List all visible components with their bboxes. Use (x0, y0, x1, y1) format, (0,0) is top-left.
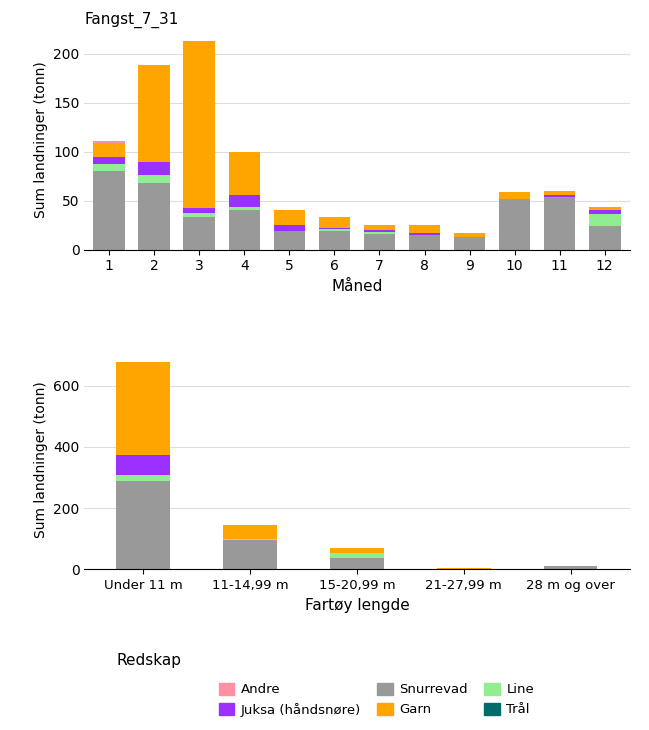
Bar (437, 568, 491, 569)
X-axis label: Måned: Måned (331, 279, 383, 294)
Bar (330, 553, 384, 558)
Bar (274, 210, 305, 225)
Bar (228, 210, 260, 250)
Bar (589, 226, 620, 250)
Bar (184, 41, 215, 207)
Bar (138, 183, 170, 250)
Bar (363, 225, 395, 230)
Bar (116, 475, 170, 480)
Bar (228, 207, 260, 210)
Bar (454, 237, 485, 250)
Bar (454, 233, 485, 237)
Bar (184, 218, 215, 250)
Bar (330, 548, 384, 553)
Y-axis label: Sum landninger (tonn): Sum landninger (tonn) (34, 381, 47, 537)
Bar (93, 157, 125, 164)
Bar (589, 215, 620, 226)
Bar (138, 163, 170, 175)
Bar (319, 231, 350, 250)
X-axis label: Fartøy lengde: Fartøy lengde (304, 598, 410, 612)
Bar (499, 199, 530, 250)
Y-axis label: Sum landninger (tonn): Sum landninger (tonn) (34, 61, 47, 218)
Bar (544, 191, 576, 195)
Bar (409, 225, 440, 233)
Bar (409, 235, 440, 250)
Bar (223, 525, 276, 539)
Bar (138, 175, 170, 183)
Bar (409, 233, 440, 235)
Bar (544, 195, 576, 197)
Bar (319, 218, 350, 228)
Bar (363, 232, 395, 234)
Bar (363, 230, 395, 232)
Bar (116, 362, 170, 456)
Bar (93, 164, 125, 172)
Bar (274, 225, 305, 231)
Bar (499, 192, 530, 199)
Bar (223, 539, 276, 540)
Bar (274, 231, 305, 250)
Bar (184, 207, 215, 213)
Bar (363, 234, 395, 250)
Bar (116, 456, 170, 475)
Bar (93, 172, 125, 250)
Bar (589, 207, 620, 210)
Bar (544, 566, 598, 569)
Bar (319, 229, 350, 231)
Bar (319, 228, 350, 229)
Bar (93, 143, 125, 157)
Bar (330, 558, 384, 569)
Text: Fangst_7_31: Fangst_7_31 (84, 12, 178, 28)
Bar (138, 66, 170, 163)
Bar (228, 195, 260, 207)
Bar (116, 480, 170, 569)
Bar (589, 210, 620, 215)
Legend: Andre, Juksa (håndsnøre), Snurrevad, Garn, Line, Trål: Andre, Juksa (håndsnøre), Snurrevad, Gar… (212, 676, 541, 723)
Bar (93, 141, 125, 143)
Bar (184, 213, 215, 218)
Text: Redskap: Redskap (117, 653, 182, 668)
Bar (228, 152, 260, 195)
Bar (223, 540, 276, 569)
Bar (544, 197, 576, 250)
